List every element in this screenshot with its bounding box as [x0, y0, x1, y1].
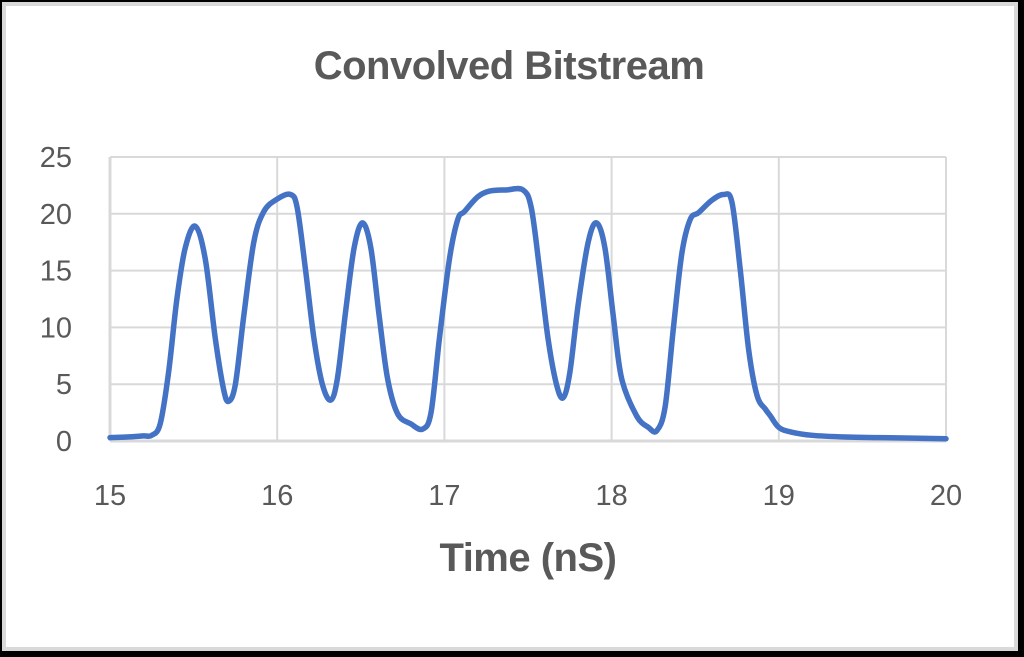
x-tick-label: 19 [763, 480, 795, 512]
chart-title: Convolved Bitstream [313, 44, 705, 88]
y-tick-label: 25 [40, 142, 72, 174]
x-tick-label: 15 [94, 480, 126, 512]
y-tick-label: 15 [40, 256, 72, 288]
x-tick-label: 16 [261, 480, 293, 512]
y-tick-label: 10 [40, 312, 72, 344]
y-tick-label: 20 [40, 199, 72, 231]
x-axis-label: Time (nS) [439, 536, 617, 580]
x-tick-label: 17 [428, 480, 460, 512]
x-tick-label: 20 [930, 480, 962, 512]
y-tick-label: 5 [56, 369, 72, 401]
gridlines [108, 156, 947, 443]
y-axis-ticks: 0 5 10 15 20 25 [40, 142, 72, 458]
y-tick-label: 0 [56, 426, 72, 458]
x-tick-label: 18 [595, 480, 627, 512]
x-axis-ticks: 15 16 17 18 19 20 [94, 480, 962, 512]
series-line [107, 185, 949, 442]
